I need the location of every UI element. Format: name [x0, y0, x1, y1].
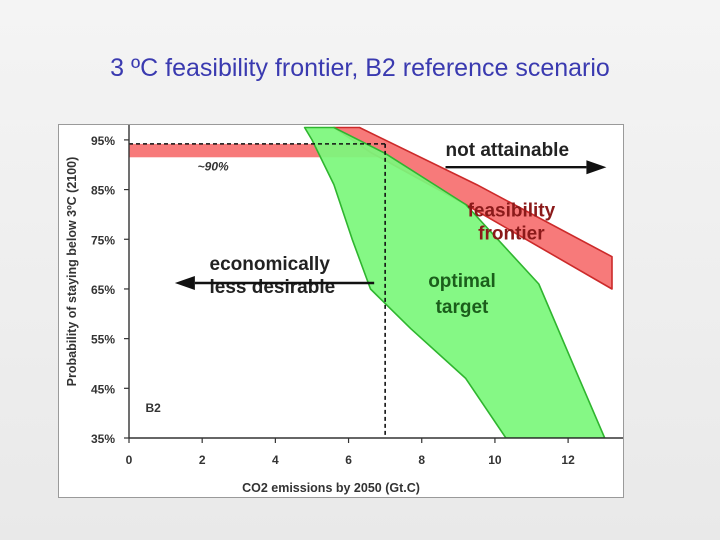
y-tick-label: 95%: [91, 134, 115, 148]
annotation-optimal-line: optimal: [428, 271, 496, 292]
x-tick-label: 0: [126, 453, 133, 467]
chart-frame: 0 2 4 6 8 10 12 35% 45% 55% 65% 75% 85% 95% CO2 emissi…: [58, 124, 624, 498]
x-axis-label: CO2 emissions by 2050 (Gt.C): [242, 481, 420, 495]
slide-title: 3 ºC feasibility frontier, B2 reference …: [110, 54, 610, 82]
y-tick-label: 55%: [91, 333, 115, 347]
y-tick-label: 85%: [91, 184, 115, 198]
x-tick-label: 8: [418, 453, 425, 467]
y-tick-label: 45%: [91, 382, 115, 396]
x-tick-label: 6: [345, 453, 352, 467]
y-tick-label: 35%: [91, 432, 115, 446]
less-desirable-arrow-head: [174, 275, 195, 290]
annotation-less-desirable-line: economically: [210, 254, 331, 275]
not-attainable-arrow-head: [586, 160, 607, 175]
axes: 0 2 4 6 8 10 12 35% 45% 55% 65% 75% 85% 95% CO2 emissi…: [65, 125, 623, 495]
y-tick-label: 75%: [91, 233, 115, 247]
x-tick-label: 2: [199, 453, 206, 467]
x-tick-label: 4: [272, 453, 279, 467]
annotation-feasibility-line: feasibility: [468, 200, 556, 221]
annotation-less-desirable-line: less desirable: [210, 277, 336, 298]
x-tick-label: 10: [488, 453, 502, 467]
annotation-approx: ~90%: [198, 160, 229, 174]
y-tick-label: 65%: [91, 283, 115, 297]
x-tick-label: 12: [561, 453, 575, 467]
chart-svg: 0 2 4 6 8 10 12 35% 45% 55% 65% 75% 85% 95% CO2 emissi…: [65, 125, 623, 495]
annotation-scenario: B2: [145, 401, 161, 415]
annotation-feasibility-line: frontier: [478, 223, 545, 244]
y-axis-label: Probability of staying below 3ºC (2100): [65, 157, 79, 387]
optimal-band: [303, 126, 606, 438]
plot-area: [129, 126, 613, 438]
reference-lines: [129, 143, 386, 438]
annotation-not-attainable: not attainable: [446, 140, 570, 161]
annotation-optimal-line: target: [436, 297, 489, 318]
